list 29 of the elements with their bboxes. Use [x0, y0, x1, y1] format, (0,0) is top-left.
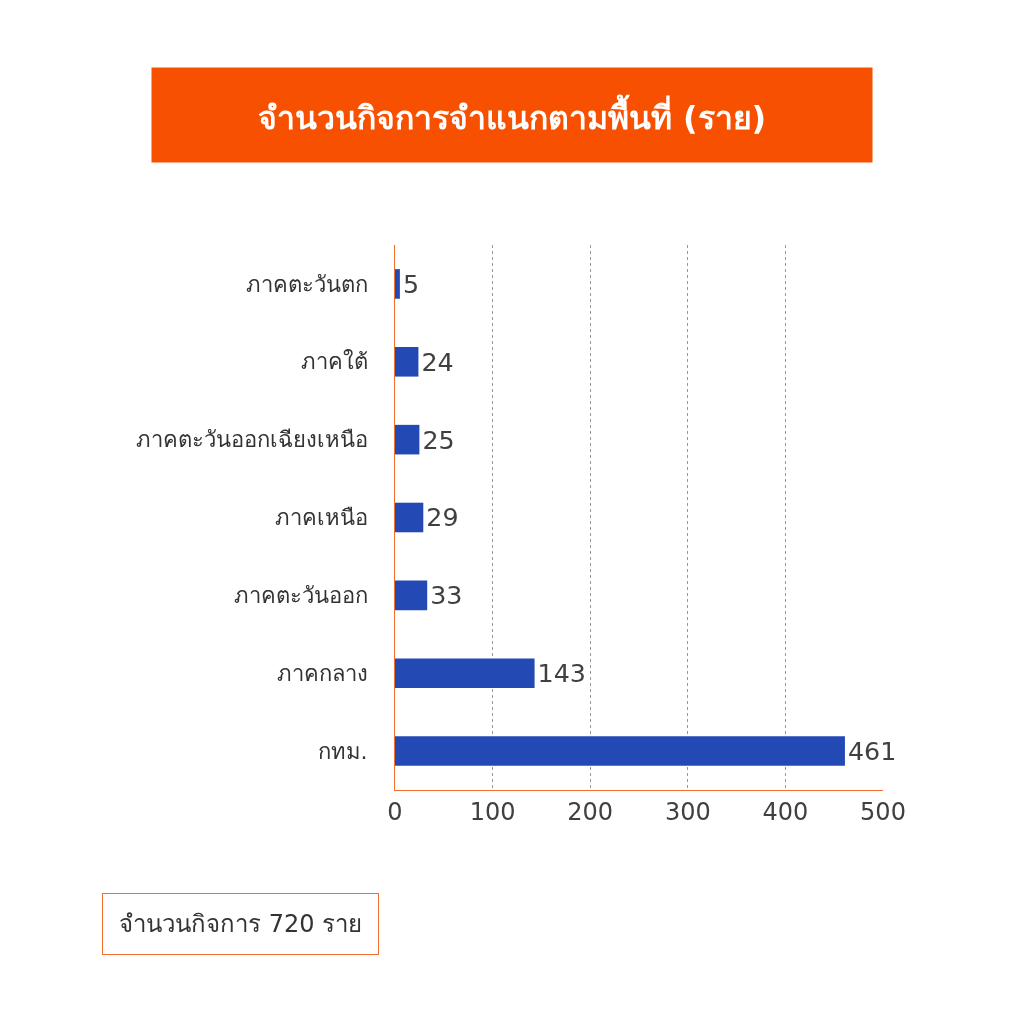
data-label: 461 — [847, 735, 897, 766]
text: จำนวนกิจการ 720 ราย — [119, 910, 363, 938]
data-label: 24 — [421, 346, 454, 377]
x-tick-label: 100 — [469, 797, 516, 826]
y-tick-label: กทม. — [317, 738, 368, 764]
y-tick-label: ภาคตะวันออกเฉียงเหนือ — [135, 427, 368, 453]
bar — [395, 346, 419, 377]
data-label: 29 — [426, 502, 459, 533]
y-tick-label: ภาคเหนือ — [274, 505, 368, 531]
bar — [395, 269, 400, 299]
x-tick-label: 300 — [664, 797, 711, 826]
x-tick-label: 400 — [762, 797, 809, 826]
y-tick-label: ภาคตะวันตก — [245, 271, 368, 297]
data-label: 33 — [430, 580, 463, 611]
data-label: 143 — [537, 658, 586, 689]
bar — [395, 580, 428, 611]
x-tick-label: 0 — [387, 797, 403, 826]
x-tick-label: 500 — [860, 797, 906, 826]
y-tick-label: ภาคใต้ — [300, 349, 368, 375]
y-tick-label: ภาคกลาง — [276, 660, 368, 686]
bar — [395, 658, 535, 689]
data-label: 25 — [422, 424, 455, 455]
data-label: 5 — [402, 268, 420, 299]
bar — [395, 424, 420, 455]
y-tick-label: ภาคตะวันออก — [233, 583, 368, 609]
bar — [395, 502, 424, 533]
bar — [395, 736, 845, 766]
chart-title: จำนวนกิจการจำแนกตามพื้นที่ (ราย) — [257, 93, 767, 137]
x-tick-label: 200 — [567, 797, 614, 826]
